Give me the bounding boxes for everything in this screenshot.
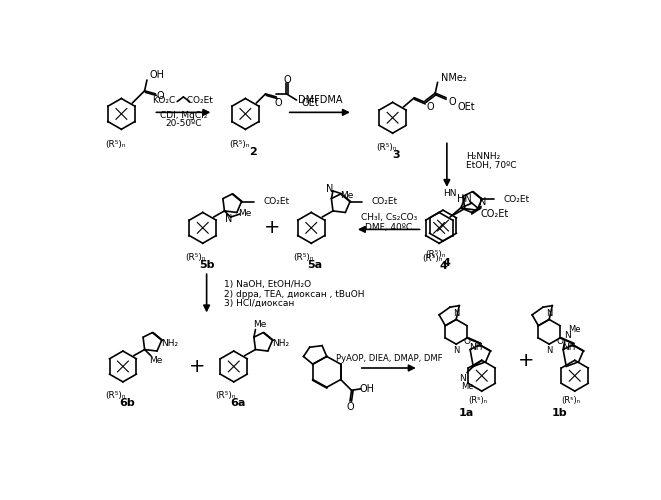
Text: 5a: 5a (307, 260, 323, 270)
Text: 1) NaOH, EtOH/H₂O: 1) NaOH, EtOH/H₂O (223, 280, 311, 289)
Text: 20-50ºC: 20-50ºC (165, 118, 202, 128)
Text: (R⁵)ₙ: (R⁵)ₙ (376, 142, 397, 152)
Text: N: N (459, 374, 466, 384)
Text: CO₂Et: CO₂Et (481, 209, 509, 219)
Text: N: N (479, 196, 486, 206)
Text: HN: HN (444, 188, 457, 198)
Text: CH₃I, Cs₂CO₃: CH₃I, Cs₂CO₃ (361, 214, 417, 222)
Text: O: O (557, 336, 564, 345)
Text: O: O (284, 75, 291, 85)
Text: CO₂Et: CO₂Et (504, 195, 529, 204)
Text: 1a: 1a (459, 408, 474, 418)
Text: N: N (225, 214, 233, 224)
Text: N: N (453, 309, 459, 318)
Text: Me: Me (253, 320, 267, 330)
Text: CO₂Et: CO₂Et (263, 197, 290, 206)
Text: O: O (275, 98, 282, 108)
Text: 2) dppa, TEA, диоксан , tBuOH: 2) dppa, TEA, диоксан , tBuOH (223, 290, 364, 298)
Text: N: N (326, 184, 334, 194)
Text: (R⁵)ₙ: (R⁵)ₙ (561, 396, 580, 405)
Text: NH: NH (469, 342, 483, 351)
Text: 5b: 5b (199, 260, 214, 270)
Text: KO₂C    CO₂Et: KO₂C CO₂Et (153, 96, 214, 104)
Text: OH: OH (149, 70, 165, 81)
Text: O: O (426, 102, 434, 112)
Text: NMe₂: NMe₂ (441, 72, 467, 83)
Text: 2: 2 (249, 148, 257, 158)
Text: 3) HCl/диоксан: 3) HCl/диоксан (223, 299, 294, 308)
Text: (R⁵)ₙ: (R⁵)ₙ (105, 140, 126, 149)
Text: N: N (546, 309, 553, 318)
Text: +: + (264, 218, 281, 238)
Text: 4: 4 (443, 258, 451, 268)
Text: OEt: OEt (301, 98, 319, 108)
Text: PyAOP, DIEA, DMAP, DMF: PyAOP, DIEA, DMAP, DMF (336, 354, 442, 364)
Text: HN: HN (457, 194, 471, 203)
Text: DMFDMA: DMFDMA (297, 95, 342, 105)
Text: N: N (564, 331, 571, 340)
Text: 4: 4 (439, 262, 447, 272)
Text: (R⁵)ₙ: (R⁵)ₙ (293, 252, 314, 262)
Text: Me: Me (568, 325, 580, 334)
Text: +: + (189, 357, 206, 376)
Text: Me: Me (461, 382, 473, 391)
Text: O: O (156, 91, 164, 101)
Text: EtOH, 70ºC: EtOH, 70ºC (466, 161, 517, 170)
Text: O: O (463, 336, 471, 345)
Text: 3: 3 (393, 150, 401, 160)
Text: 1b: 1b (551, 408, 567, 418)
Text: (R⁵)ₙ: (R⁵)ₙ (215, 391, 236, 400)
Text: O: O (448, 98, 456, 108)
Text: OH: OH (360, 384, 375, 394)
Text: 6b: 6b (119, 398, 135, 408)
Text: CDI, MgCl₂: CDI, MgCl₂ (160, 111, 207, 120)
Text: (R⁵)ₙ: (R⁵)ₙ (185, 252, 206, 262)
Text: (R⁵)ₙ: (R⁵)ₙ (105, 391, 126, 400)
Text: (R⁵)ₙ: (R⁵)ₙ (425, 250, 446, 260)
Text: O: O (346, 402, 354, 412)
Text: +: + (518, 351, 534, 370)
Text: NH₂: NH₂ (272, 339, 289, 348)
Text: (R⁵)ₙ: (R⁵)ₙ (229, 140, 249, 149)
Text: N: N (546, 346, 553, 355)
Text: Me: Me (149, 356, 162, 365)
Text: (R⁵)ₙ: (R⁵)ₙ (468, 396, 487, 405)
Text: OEt: OEt (457, 102, 475, 112)
Text: CO₂Et: CO₂Et (371, 197, 398, 206)
Text: Me: Me (238, 210, 251, 218)
Text: NH: NH (563, 342, 576, 351)
Text: N: N (453, 346, 459, 355)
Text: 6a: 6a (230, 398, 245, 408)
Text: H₂NNH₂: H₂NNH₂ (466, 152, 500, 161)
Text: DMF, 40ºC: DMF, 40ºC (365, 222, 412, 232)
Text: (R⁵)ₙ: (R⁵)ₙ (422, 254, 443, 263)
Text: NH₂: NH₂ (161, 339, 178, 348)
Text: Me: Me (340, 191, 354, 200)
